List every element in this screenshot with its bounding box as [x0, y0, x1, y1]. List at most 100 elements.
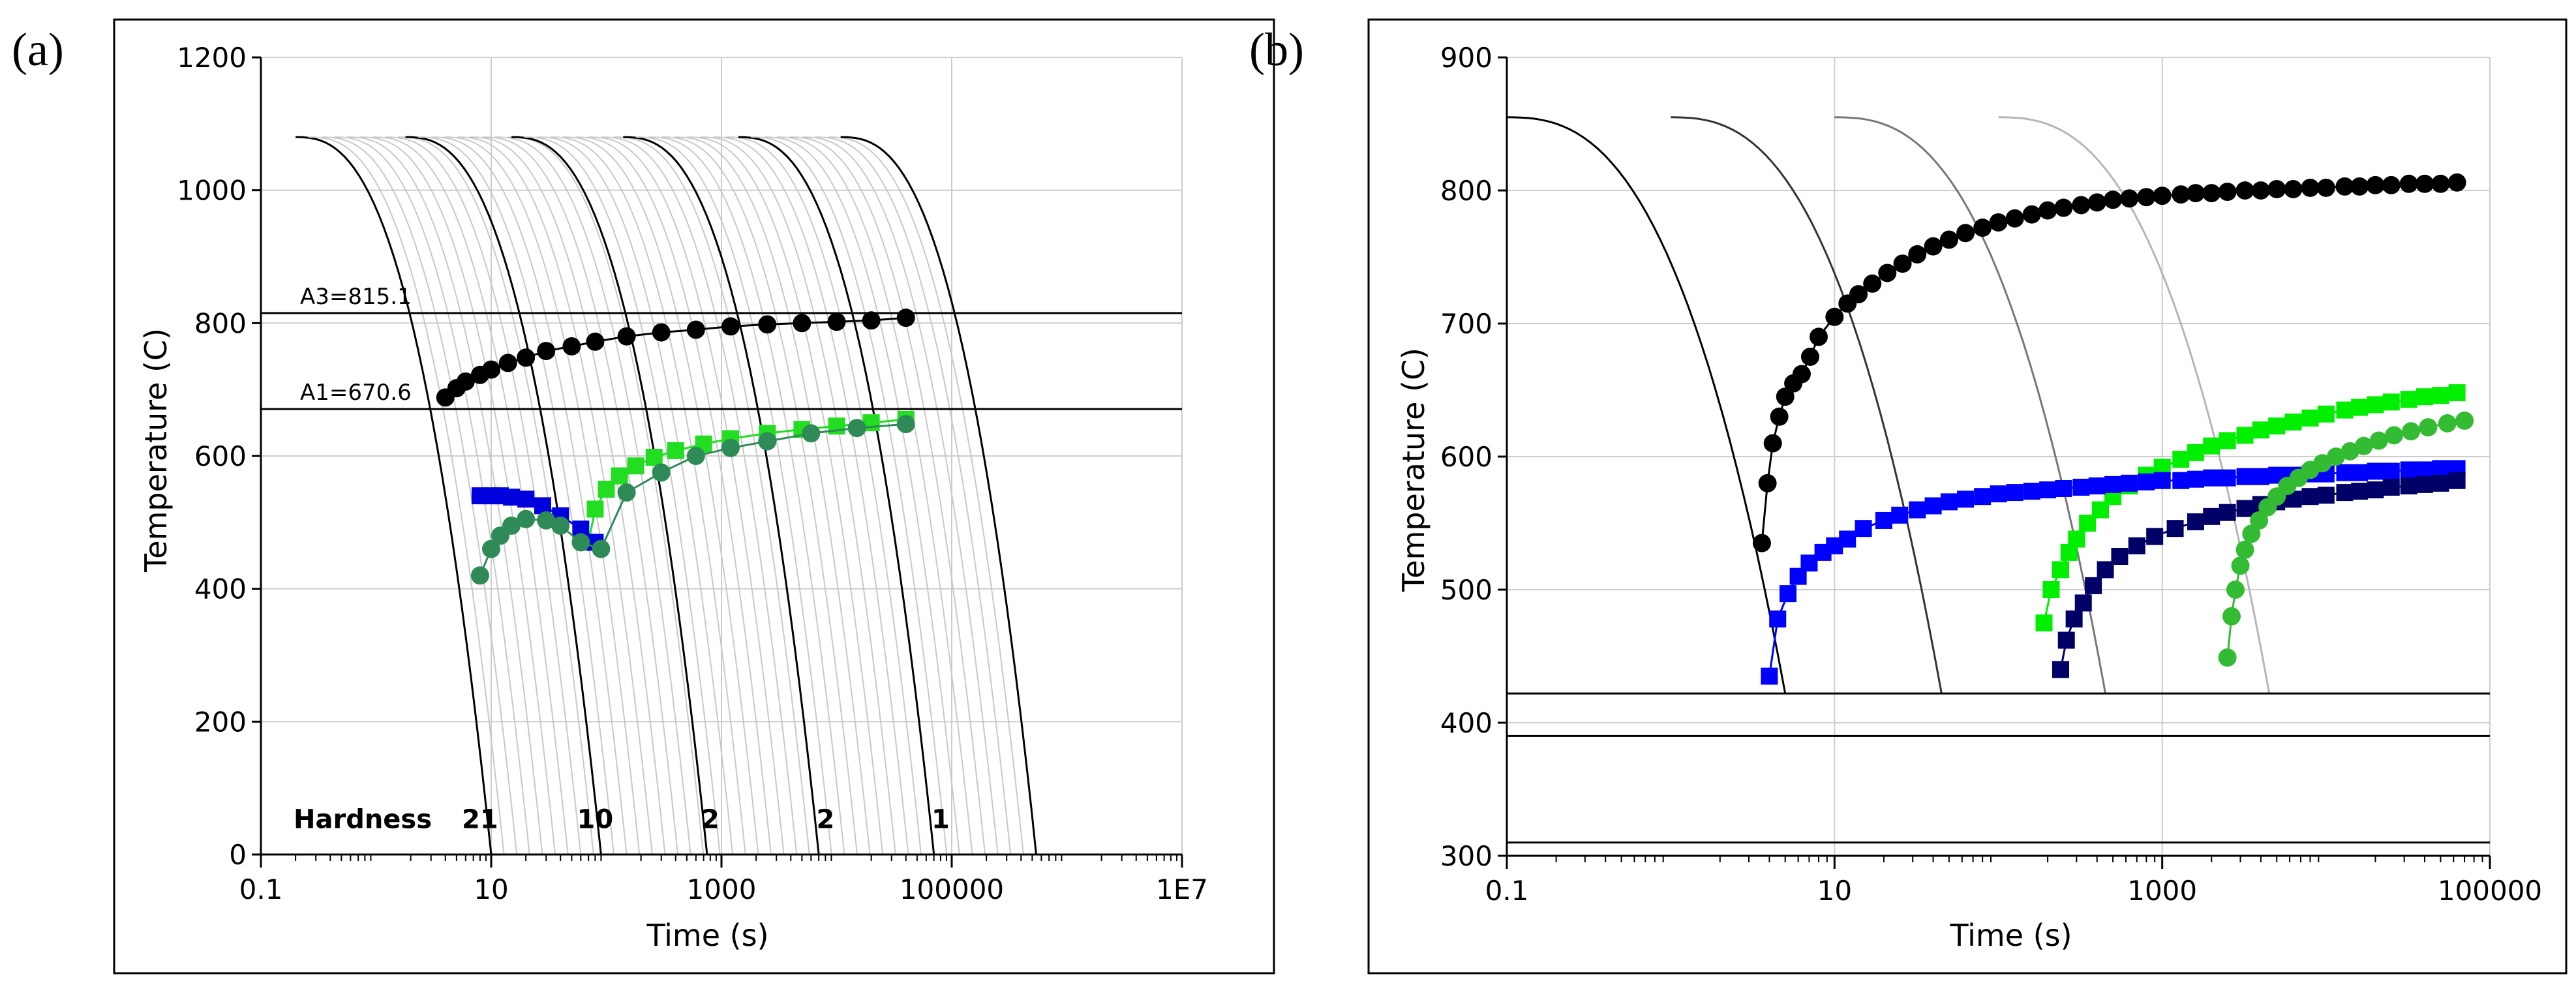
data-point-bainite-finish — [2052, 661, 2069, 678]
cooling-curve — [776, 136, 973, 855]
chart-a: A3=815.1 A1=670.6 0 200 400 600 800 1000 1200 0.1… — [177, 42, 1208, 905]
data-point-bainite-finish — [2057, 631, 2075, 649]
data-point-bainite-start — [534, 497, 551, 515]
data-point-ferrite-start — [2267, 179, 2286, 198]
data-point-ferrite-start — [1752, 534, 1771, 552]
data-point-bainite-finish — [2351, 483, 2369, 500]
cooling-curve — [308, 136, 505, 855]
data-point-pearlite-finish — [2250, 511, 2269, 530]
data-point-bainite-finish — [2382, 478, 2400, 496]
data-point-ferrite-start — [2038, 201, 2057, 220]
data-point-ferrite-start — [2120, 189, 2139, 208]
data-point-pearlite-finish — [2222, 607, 2241, 626]
data-point-bainite-start — [2023, 483, 2040, 500]
data-point-bainite-start — [2236, 468, 2254, 485]
data-point-pearlite-start — [2268, 417, 2286, 435]
data-point-bainite-start — [2187, 470, 2204, 488]
x-tick-label: 0.1 — [239, 873, 283, 905]
data-point-ferrite-start — [2087, 193, 2106, 212]
panel-b-label: (b) — [1249, 23, 1304, 76]
cooling-curve — [494, 136, 691, 855]
cooling-curve — [456, 136, 653, 855]
cooling-curve — [840, 136, 1037, 855]
data-point-transformation-finish — [847, 419, 866, 438]
data-point-ferrite-start — [1776, 387, 1795, 406]
cooling-curve — [418, 136, 614, 855]
cooling-curve — [725, 136, 922, 855]
data-point-pearlite-start — [2252, 421, 2269, 439]
data-point-pearlite-finish — [2226, 581, 2245, 599]
data-point-ferrite-start — [2382, 175, 2401, 194]
data-point-bainite-finish — [2111, 548, 2129, 565]
data-point-pearlite-start — [2042, 581, 2060, 598]
data-point-ferrite-start — [1763, 434, 1782, 453]
data-point-ferrite-start — [482, 360, 500, 379]
y-tick-label: 1000 — [177, 175, 247, 207]
y-tick-label: 500 — [1440, 574, 1493, 606]
data-point-ferrite-start — [1908, 245, 1927, 264]
data-point-pearlite-finish — [2455, 411, 2474, 430]
y-tick-label: 300 — [1440, 840, 1493, 872]
cooling-curve — [562, 136, 759, 855]
data-point-ferrite-start — [2301, 178, 2320, 197]
data-point-transformation-finish — [517, 509, 536, 528]
data-point-bainite-start — [1769, 610, 1787, 628]
cooling-curve — [511, 136, 708, 855]
data-point-ferrite-start — [2251, 181, 2270, 200]
data-point-ferrite-start — [2202, 184, 2221, 203]
data-point-bainite-finish — [2065, 610, 2083, 628]
data-point-ferrite-start — [2153, 187, 2172, 205]
chart-a-x-axis-label: Time (s) — [646, 918, 768, 953]
data-point-pearlite-start — [2448, 384, 2466, 402]
data-point-ferrite-start — [1758, 474, 1777, 492]
data-point-pearlite-start — [2416, 388, 2434, 406]
data-point-ferrite-start — [586, 332, 605, 351]
data-point-ferrite-start — [1800, 348, 1819, 366]
cooling-curve — [321, 136, 518, 855]
data-point-pearlite-start — [2317, 405, 2335, 423]
data-point-bainite-start — [2252, 468, 2269, 485]
y-tick-label: 0 — [229, 839, 247, 871]
data-point-ferrite-start — [1956, 224, 1975, 243]
data-point-ferrite-start — [1863, 274, 1882, 293]
panel-a-label: (a) — [12, 23, 64, 76]
data-point-bainite-finish — [2317, 487, 2335, 504]
data-point-bainite-start — [2153, 472, 2171, 489]
x-tick-label: 1000 — [687, 873, 757, 905]
data-point-ferrite-start — [1792, 365, 1811, 384]
cooling-curve — [661, 136, 858, 855]
data-point-bainite-finish — [2400, 477, 2417, 494]
data-point-pearlite-finish — [2385, 426, 2404, 445]
data-point-transformation-finish — [470, 566, 489, 585]
data-point-bainite-start — [1891, 506, 1909, 524]
data-point-pearlite-start — [627, 457, 644, 475]
data-point-bainite-start — [2400, 461, 2417, 479]
panel-b-frame — [1367, 18, 2568, 975]
data-point-transformation-finish — [482, 539, 500, 558]
data-point-bainite-finish — [2166, 520, 2184, 537]
cooling-curve — [712, 136, 909, 855]
panel-a-frame — [113, 18, 1275, 975]
data-point-transformation-finish — [592, 539, 611, 558]
data-point-ferrite-start — [1878, 264, 1897, 282]
y-tick-label: 600 — [1440, 441, 1493, 473]
data-point-ferrite-start — [2350, 177, 2369, 196]
cooling-curve — [1671, 116, 1943, 694]
data-point-pearlite-finish — [2218, 648, 2237, 667]
y-tick-label: 400 — [194, 573, 247, 605]
data-point-transformation-finish — [758, 432, 777, 451]
data-point-bainite-finish — [2416, 476, 2434, 493]
y-tick-label: 200 — [194, 706, 247, 738]
data-point-ferrite-start — [2335, 177, 2354, 196]
cooling-curve — [613, 136, 810, 855]
data-point-ferrite-start — [1809, 327, 1828, 346]
data-point-pearlite-start — [2336, 401, 2354, 419]
data-point-transformation-finish — [617, 483, 636, 502]
data-point-bainite-start — [1990, 485, 2007, 503]
data-point-ferrite-start — [896, 309, 915, 327]
data-point-transformation-finish — [896, 415, 915, 434]
hardness-value: 10 — [577, 804, 614, 834]
data-point-ferrite-start — [721, 317, 740, 336]
cooling-curve — [763, 136, 960, 855]
data-point-bainite-finish — [2128, 537, 2145, 554]
